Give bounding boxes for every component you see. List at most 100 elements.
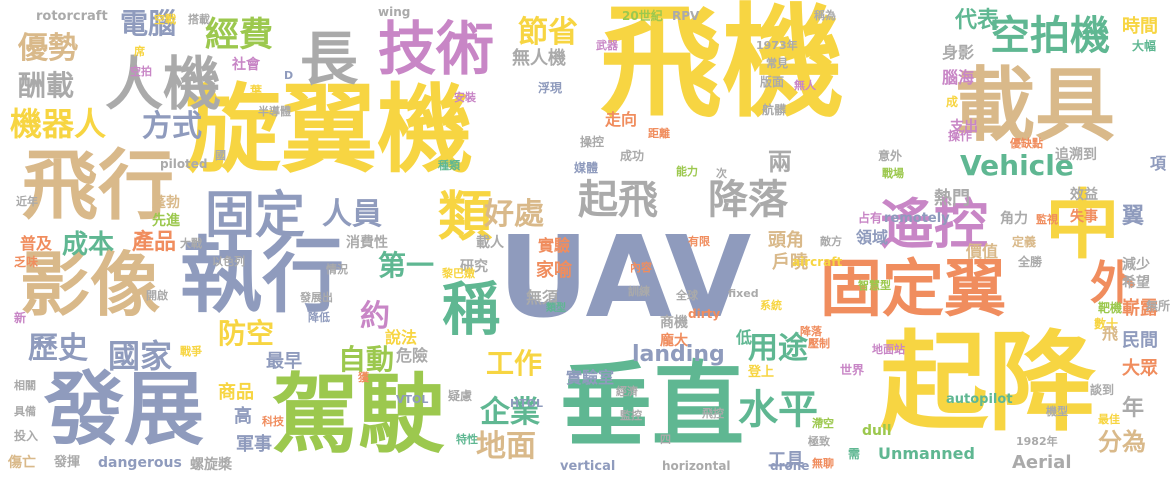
word: 空拍機 xyxy=(990,13,1110,59)
word: 經濟 xyxy=(616,385,638,398)
word: 走向 xyxy=(605,110,638,129)
word: 企業 xyxy=(480,395,540,430)
word: 載具 xyxy=(955,59,1115,152)
word: 數十 xyxy=(1094,317,1119,331)
word: dangerous xyxy=(98,455,182,471)
word: 長 xyxy=(300,25,359,93)
word: HTOL xyxy=(510,397,544,410)
word: 兩 xyxy=(768,148,792,176)
word: remotely xyxy=(884,211,950,226)
word: 先進 xyxy=(152,213,180,229)
word: 民間 xyxy=(1122,330,1158,351)
word: 葉 xyxy=(250,84,263,98)
word: 意外 xyxy=(878,149,903,163)
word: 內容 xyxy=(630,261,652,274)
word: 頭角 xyxy=(768,230,804,251)
word: 優勢 xyxy=(18,31,78,66)
word: 壓制 xyxy=(808,337,830,350)
word: 家喻 xyxy=(536,260,572,281)
word: 類型 xyxy=(546,303,566,314)
word: 戰爭 xyxy=(180,345,202,358)
word: 乏味 xyxy=(14,255,39,269)
word: 機型 xyxy=(1046,405,1068,418)
word: 空拍 xyxy=(130,65,152,78)
word: 監控 xyxy=(620,409,642,422)
word: 旋翼機 xyxy=(185,74,473,186)
word: 希望 xyxy=(1122,275,1150,291)
word: 支出 xyxy=(950,119,978,135)
word: fixed xyxy=(728,287,759,300)
word: 商品 xyxy=(218,382,254,403)
word: 極致 xyxy=(808,435,830,448)
word: 國家 xyxy=(108,337,173,375)
word: 距離 xyxy=(648,127,670,140)
word: 地面站 xyxy=(872,343,905,356)
word: 飛行 xyxy=(22,141,174,230)
word: 開啟 xyxy=(146,289,168,302)
word: 大戰 xyxy=(180,237,202,250)
word: 操作 xyxy=(948,129,973,143)
word: 黎巴嫩 xyxy=(442,267,475,280)
word: 監視 xyxy=(1036,213,1058,226)
word: 螺旋槳 xyxy=(190,457,232,473)
word: D xyxy=(284,69,294,82)
word: 滯空 xyxy=(812,417,834,430)
word: 搭載 xyxy=(188,13,210,26)
word: 大眾 xyxy=(1122,358,1158,379)
word: 優缺點 xyxy=(1010,137,1043,150)
word: 方式 xyxy=(142,109,202,144)
word: 降落 xyxy=(708,177,788,223)
word: 具備 xyxy=(14,405,36,418)
word: 身影 xyxy=(942,43,975,62)
word: 投入 xyxy=(14,429,39,443)
word: 年 xyxy=(1122,396,1145,421)
word: 降落 xyxy=(800,325,822,338)
word: 普及 xyxy=(20,234,53,253)
word: UAV xyxy=(498,213,752,343)
word: 領域 xyxy=(856,228,889,247)
word: 能力 xyxy=(676,165,698,178)
word: Aerial xyxy=(1012,452,1072,473)
word: 蓬勃 xyxy=(152,195,180,211)
word: 相關 xyxy=(14,379,36,392)
word: 需 xyxy=(848,447,861,461)
word: 特性 xyxy=(456,433,478,446)
word: 發展出 xyxy=(300,291,333,304)
word: 情況 xyxy=(326,263,348,276)
word: 成本 xyxy=(62,230,115,260)
word: 疑慮 xyxy=(448,389,473,403)
word: piloted xyxy=(160,157,208,171)
word: 高 xyxy=(234,406,252,427)
word: 類 xyxy=(438,185,492,248)
word: 無人機 xyxy=(512,48,566,69)
word: 稱 xyxy=(442,275,501,343)
word: 20世紀 xyxy=(622,9,663,23)
word: vertical xyxy=(560,459,616,474)
word: 全勝 xyxy=(1018,255,1043,269)
word: 無人 xyxy=(794,79,816,92)
word: 用途 xyxy=(748,331,808,366)
word: 全球 xyxy=(676,289,698,302)
word: 科技 xyxy=(262,415,284,428)
word: 時間 xyxy=(1122,16,1158,37)
word: 最早 xyxy=(266,351,302,372)
word: autopilot xyxy=(946,392,1013,407)
word: 角力 xyxy=(1000,211,1028,227)
word: 飛控 xyxy=(702,407,724,420)
word: 酬載 xyxy=(18,69,75,102)
word: 智慧型 xyxy=(858,279,891,292)
word: rotorcraft xyxy=(36,9,108,24)
word: 執行 xyxy=(180,229,345,324)
word: 成功 xyxy=(620,149,645,163)
word: 熱門 xyxy=(934,188,970,209)
word: wing xyxy=(378,5,411,19)
word: 說法 xyxy=(385,328,418,347)
word: 戰場 xyxy=(882,167,904,180)
word: 登上 xyxy=(748,365,775,380)
word: 歷史 xyxy=(28,331,88,366)
word: 世界 xyxy=(840,363,865,377)
word: 社會 xyxy=(232,57,260,73)
word: 機器人 xyxy=(10,105,107,143)
word: 失事 xyxy=(1070,209,1098,225)
